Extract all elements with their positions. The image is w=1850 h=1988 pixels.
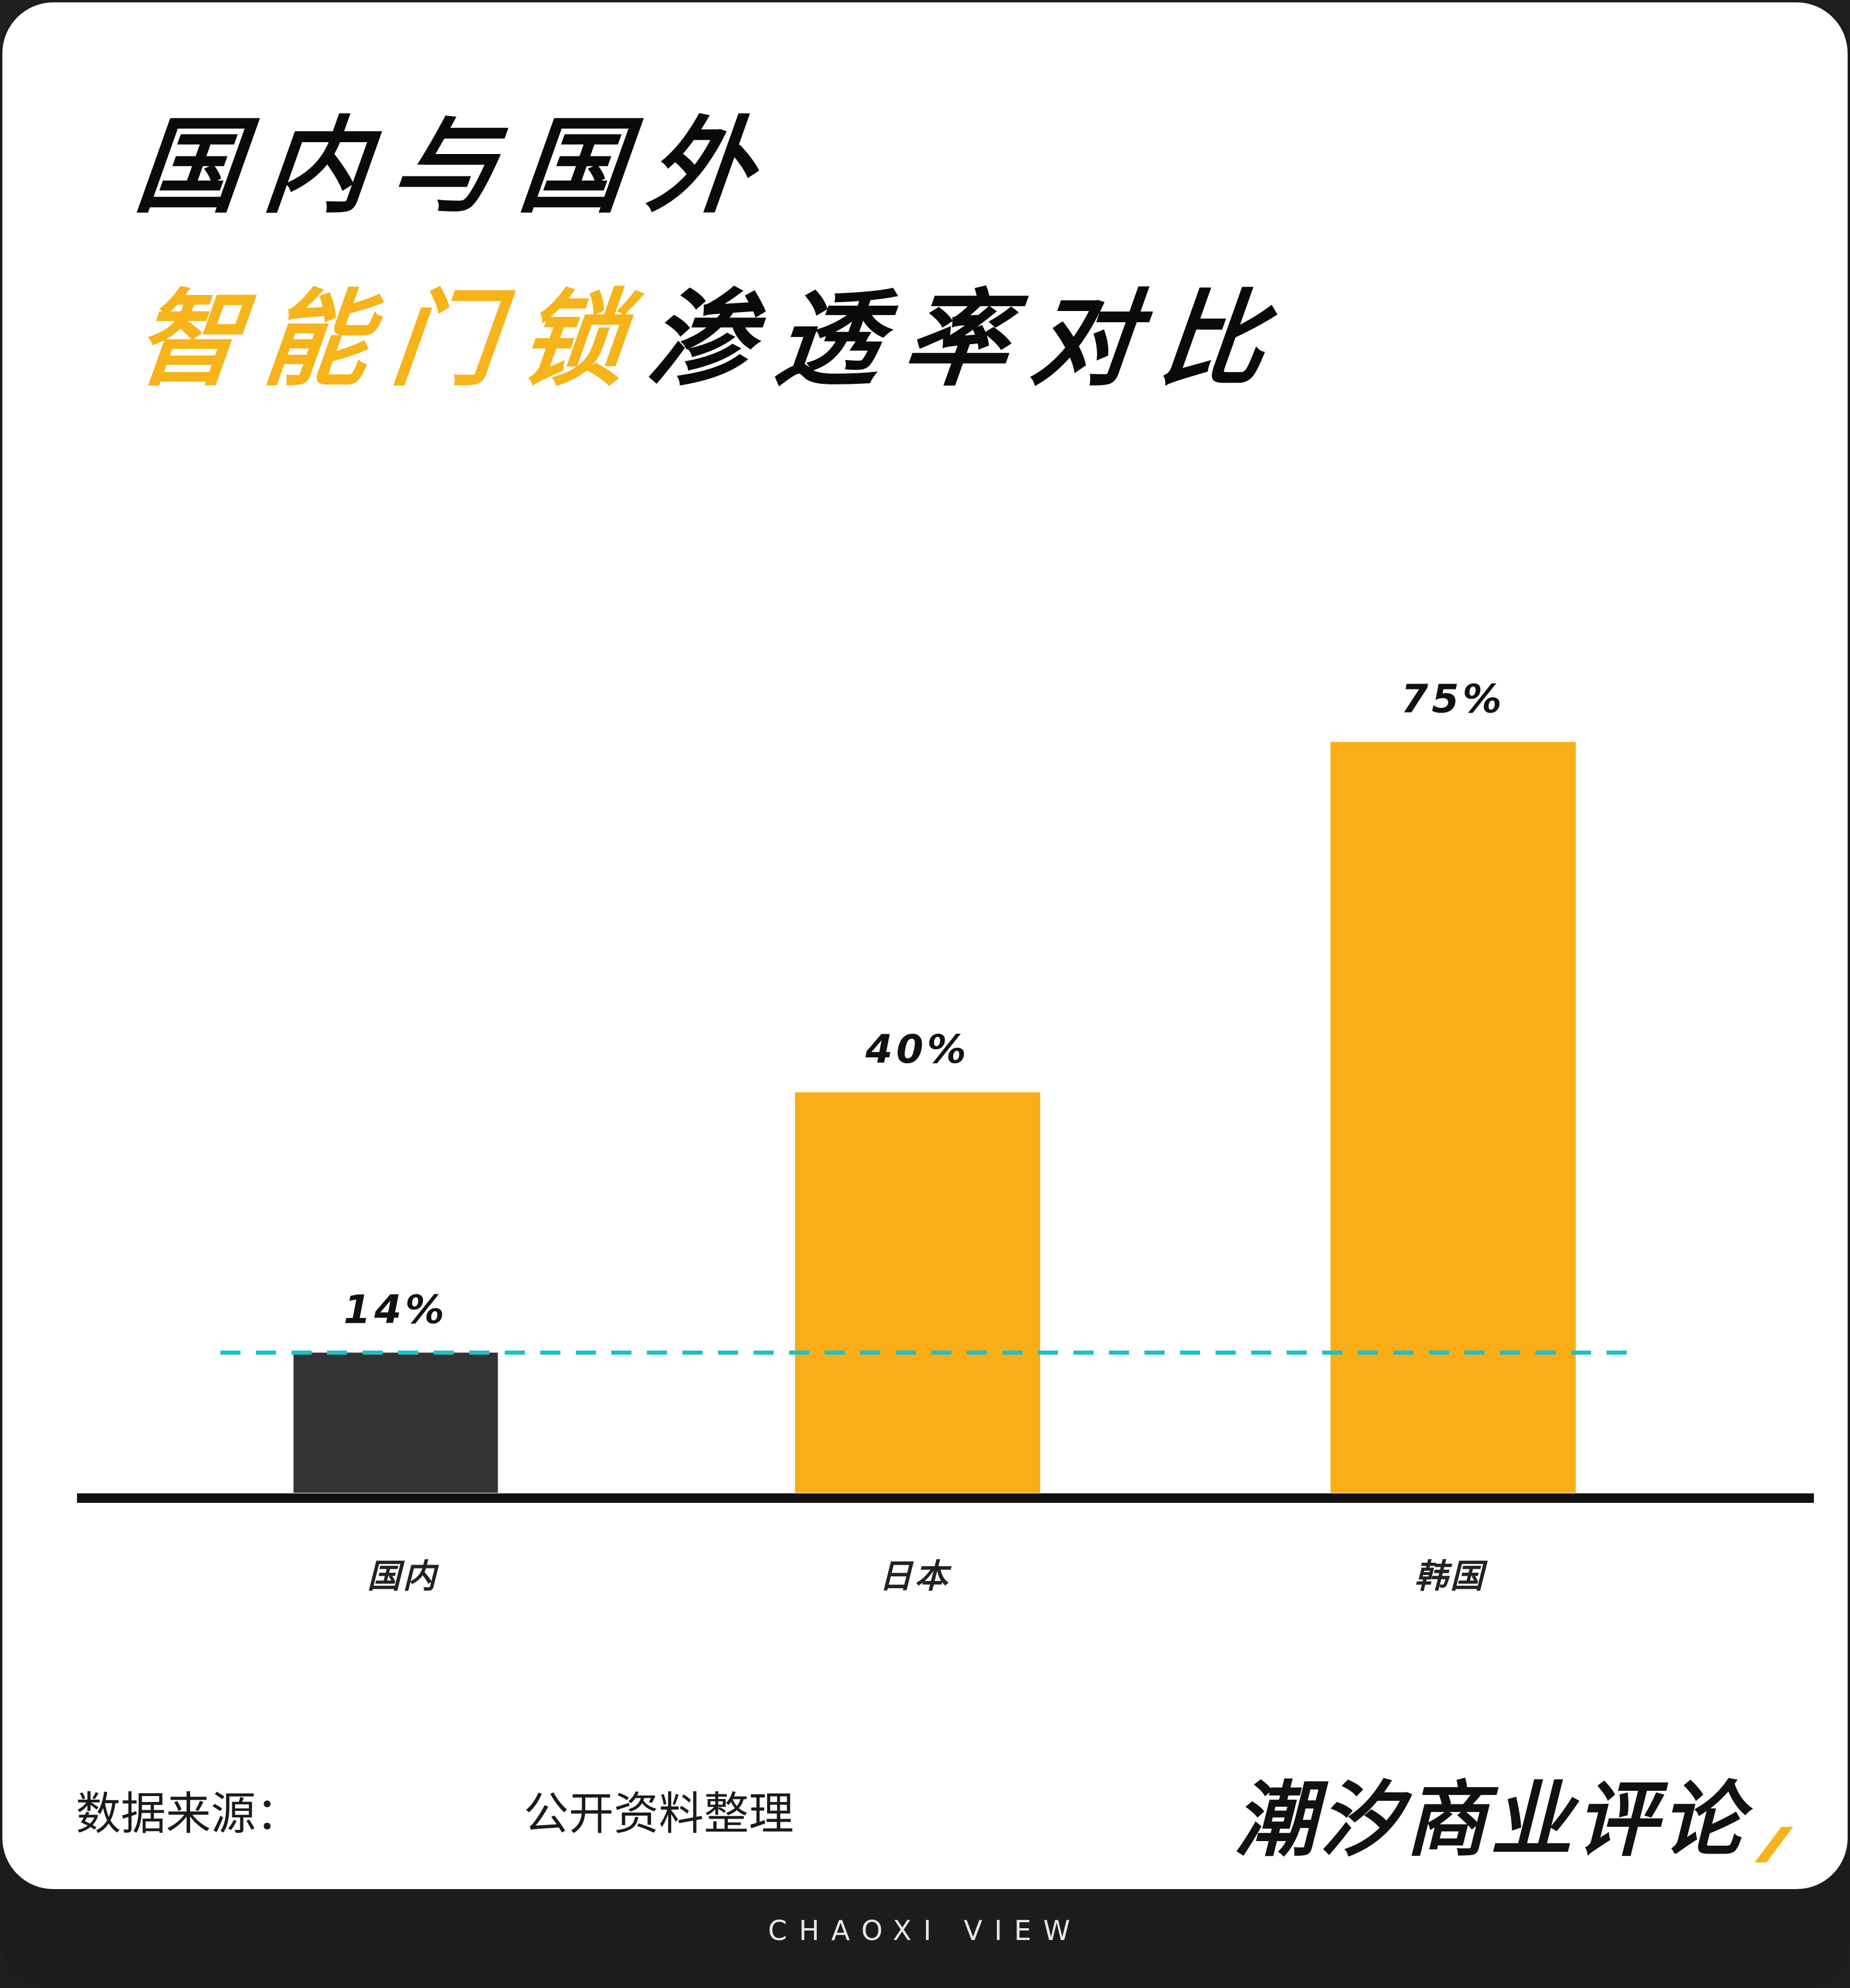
bar-value-label-2: 75%	[1401, 676, 1505, 722]
footer-tagline: CHAOXI VIEW	[768, 1915, 1082, 1947]
category-label-1: 日本	[879, 1557, 952, 1596]
bar-chart: 14% 国内 40% 日本 75% 韩国	[77, 676, 1814, 1596]
chart-panel: 国内与国外 智能门锁渗透率对比 14% 国内 40% 日本 75% 韩国 数据来源： 公开…	[2, 2, 1848, 1889]
category-label-0: 国内	[367, 1557, 440, 1596]
bar-2	[1330, 742, 1576, 1493]
bar-1	[795, 1092, 1040, 1493]
source-label: 数据来源：	[76, 1787, 301, 1840]
bar-value-label-0: 14%	[344, 1287, 448, 1332]
brand-logo-text: 潮汐商业评论	[1235, 1772, 1747, 1868]
category-label-2: 韩国	[1415, 1557, 1488, 1596]
source-value: 公开资料整理	[524, 1787, 794, 1840]
bar-value-label-1: 40%	[865, 1027, 970, 1072]
bar-0	[293, 1352, 498, 1493]
brand-check-icon	[1755, 1827, 1793, 1862]
